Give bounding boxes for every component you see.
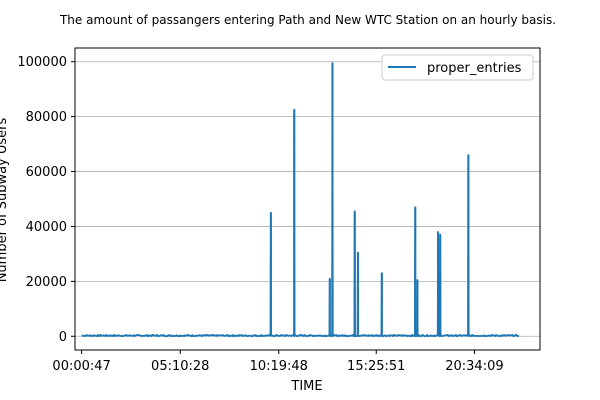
x-tick-label: 10:19:48 — [250, 359, 308, 374]
legend-box — [381, 54, 534, 81]
x-axis-label: TIME — [290, 379, 322, 394]
x-axis: 00:00:47 05:10:28 10:19:48 15:25:51 20:34:09 — [52, 350, 504, 374]
y-axis: 0 20000 40000 60000 80000 100000 — [17, 55, 75, 345]
series-path-proper-entries — [81, 62, 520, 338]
x-tick-label: 00:00:47 — [52, 359, 110, 374]
chart-title: The amount of passangers entering Path a… — [59, 13, 556, 27]
grid-lines — [75, 61, 540, 337]
plot-frame — [74, 47, 541, 351]
y-tick-label: 80000 — [26, 110, 67, 125]
y-tick-label: 40000 — [26, 220, 67, 235]
x-tick-label: 15:25:51 — [347, 359, 405, 374]
y-tick-label: 20000 — [26, 275, 67, 290]
y-axis-label: Number of Subway Users — [0, 117, 10, 282]
y-tick-label: 0 — [59, 330, 67, 345]
legend: proper_entries — [381, 54, 534, 81]
y-tick-label: 60000 — [26, 165, 67, 180]
x-tick-label: 20:34:09 — [445, 359, 503, 374]
legend-label: proper_entries — [427, 61, 522, 76]
y-tick-label: 100000 — [17, 55, 67, 70]
x-tick-label: 05:10:28 — [151, 359, 209, 374]
series-line — [81, 62, 520, 338]
